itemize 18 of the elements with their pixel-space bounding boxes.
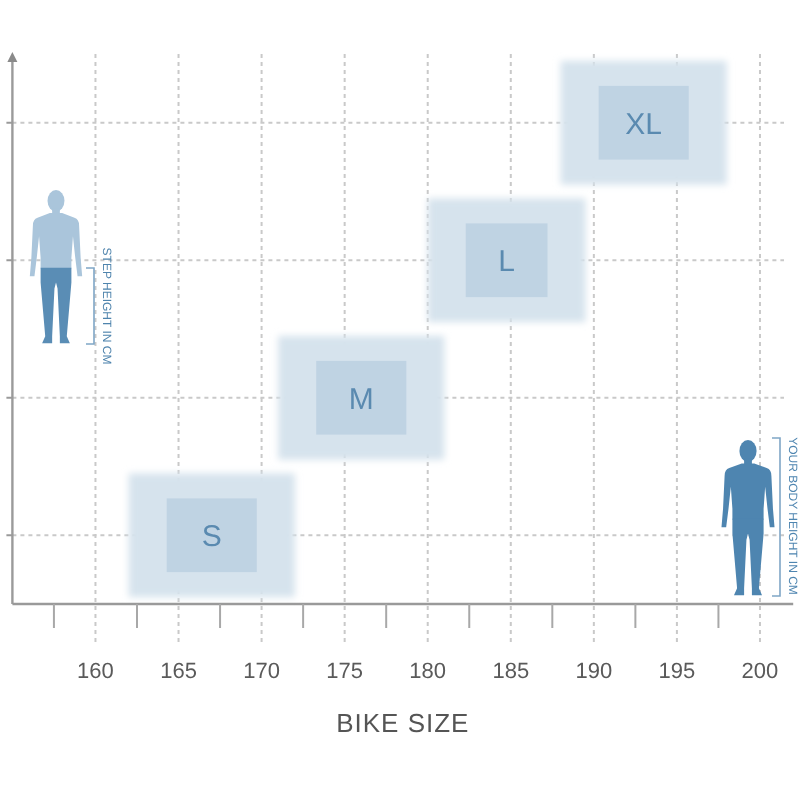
bar: [427, 198, 586, 323]
annotation: M: [348, 382, 374, 417]
bar: [128, 473, 295, 598]
bar: [560, 60, 727, 185]
x-tick-label: 175: [326, 660, 364, 684]
annotation: L: [498, 245, 515, 280]
annotation: S: [201, 520, 222, 555]
x-tick-label: 190: [575, 660, 613, 684]
x-tick-label: 195: [658, 660, 696, 684]
bar: [278, 335, 445, 460]
annotation: XL: [625, 107, 663, 142]
x-tick-label: 165: [160, 660, 197, 684]
x-tick-label: 185: [492, 660, 530, 684]
x-axis-title: BIKE SIZE: [336, 708, 470, 738]
x-tick-label: 170: [243, 660, 280, 684]
x-tick-label: 180: [409, 660, 447, 684]
x-tick-label: 200: [741, 660, 779, 684]
x-tick-label: 160: [77, 660, 114, 684]
